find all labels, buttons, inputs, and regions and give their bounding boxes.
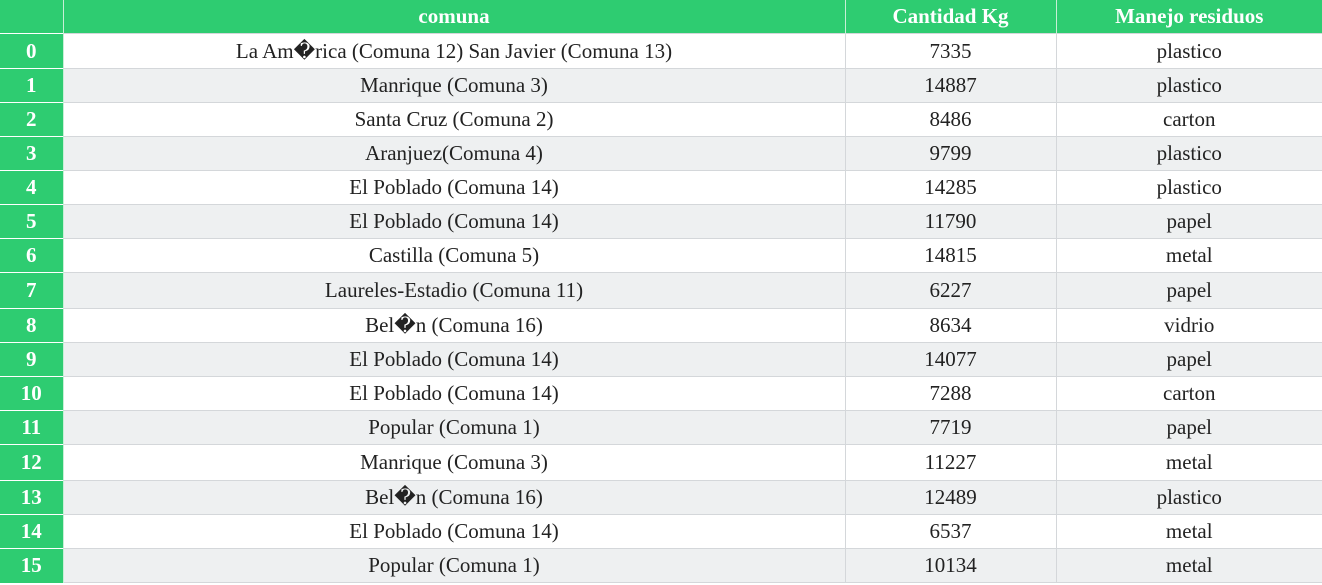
table-row: 0 La Am�rica (Comuna 12) San Javier (Com… (0, 33, 1322, 69)
cell-manejo: metal (1055, 514, 1322, 549)
table-row: 13 Bel�n (Comuna 16) 12489 plastico (0, 480, 1322, 515)
cell-comuna: Popular (Comuna 1) (62, 410, 846, 445)
table-row: 11 Popular (Comuna 1) 7719 papel (0, 410, 1322, 445)
cell-cantidad: 8486 (844, 102, 1057, 137)
cell-comuna: Castilla (Comuna 5) (62, 238, 846, 273)
cell-manejo: metal (1055, 548, 1322, 583)
row-index: 14 (0, 514, 64, 549)
row-index: 3 (0, 136, 64, 171)
cell-comuna: Manrique (Comuna 3) (62, 444, 846, 481)
cell-manejo: papel (1055, 204, 1322, 239)
cell-manejo: carton (1055, 376, 1322, 411)
cell-manejo: vidrio (1055, 308, 1322, 343)
cell-comuna: Popular (Comuna 1) (62, 548, 846, 583)
row-index: 12 (0, 444, 64, 481)
table-header: comuna Cantidad Kg Manejo residuos (0, 0, 1322, 34)
row-index: 2 (0, 102, 64, 137)
cell-manejo: papel (1055, 272, 1322, 309)
cell-manejo: plastico (1055, 170, 1322, 205)
cell-cantidad: 9799 (844, 136, 1057, 171)
cell-cantidad: 7335 (844, 33, 1057, 69)
cell-comuna: El Poblado (Comuna 14) (62, 514, 846, 549)
table-row: 2 Santa Cruz (Comuna 2) 8486 carton (0, 102, 1322, 137)
cell-manejo: plastico (1055, 480, 1322, 515)
cell-cantidad: 12489 (844, 480, 1057, 515)
table-row: 4 El Poblado (Comuna 14) 14285 plastico (0, 170, 1322, 205)
row-index: 13 (0, 480, 64, 515)
cell-manejo: papel (1055, 342, 1322, 377)
cell-comuna: Bel�n (Comuna 16) (62, 308, 846, 343)
cell-comuna: Aranjuez(Comuna 4) (62, 136, 846, 171)
cell-cantidad: 6537 (844, 514, 1057, 549)
cell-comuna: El Poblado (Comuna 14) (62, 376, 846, 411)
cell-cantidad: 11790 (844, 204, 1057, 239)
cell-comuna: El Poblado (Comuna 14) (62, 204, 846, 239)
cell-manejo: carton (1055, 102, 1322, 137)
cell-cantidad: 7288 (844, 376, 1057, 411)
cell-comuna: El Poblado (Comuna 14) (62, 342, 846, 377)
cell-cantidad: 14285 (844, 170, 1057, 205)
cell-manejo: metal (1055, 238, 1322, 273)
row-index: 7 (0, 272, 64, 309)
cell-cantidad: 6227 (844, 272, 1057, 309)
row-index: 15 (0, 548, 64, 583)
row-index: 6 (0, 238, 64, 273)
header-row: comuna Cantidad Kg Manejo residuos (0, 0, 1322, 34)
cell-cantidad: 7719 (844, 410, 1057, 445)
cell-cantidad: 14815 (844, 238, 1057, 273)
cell-comuna: Bel�n (Comuna 16) (62, 480, 846, 515)
cell-manejo: plastico (1055, 33, 1322, 69)
row-index: 0 (0, 33, 64, 69)
row-index: 11 (0, 410, 64, 445)
table-row: 14 El Poblado (Comuna 14) 6537 metal (0, 514, 1322, 549)
table-row: 6 Castilla (Comuna 5) 14815 metal (0, 238, 1322, 273)
row-index: 8 (0, 308, 64, 343)
cell-manejo: metal (1055, 444, 1322, 481)
header-comuna: comuna (63, 0, 846, 34)
row-index: 10 (0, 376, 64, 411)
cell-comuna: Laureles-Estadio (Comuna 11) (62, 272, 846, 309)
cell-comuna: Santa Cruz (Comuna 2) (62, 102, 846, 137)
row-index: 4 (0, 170, 64, 205)
cell-comuna: Manrique (Comuna 3) (62, 68, 846, 103)
table-row: 9 El Poblado (Comuna 14) 14077 papel (0, 342, 1322, 377)
cell-cantidad: 10134 (844, 548, 1057, 583)
row-index: 5 (0, 204, 64, 239)
header-index (0, 0, 64, 34)
table-row: 7 Laureles-Estadio (Comuna 11) 6227 pape… (0, 272, 1322, 309)
cell-cantidad: 11227 (844, 444, 1057, 481)
cell-cantidad: 14077 (844, 342, 1057, 377)
cell-manejo: plastico (1055, 68, 1322, 103)
row-index: 9 (0, 342, 64, 377)
table-body: 0 La Am�rica (Comuna 12) San Javier (Com… (0, 33, 1322, 583)
table-row: 8 Bel�n (Comuna 16) 8634 vidrio (0, 308, 1322, 343)
table-row: 1 Manrique (Comuna 3) 14887 plastico (0, 68, 1322, 103)
table-row: 15 Popular (Comuna 1) 10134 metal (0, 548, 1322, 583)
row-index: 1 (0, 68, 64, 103)
header-manejo-residuos: Manejo residuos (1056, 0, 1322, 34)
cell-cantidad: 14887 (844, 68, 1057, 103)
table-row: 5 El Poblado (Comuna 14) 11790 papel (0, 204, 1322, 239)
table-row: 3 Aranjuez(Comuna 4) 9799 plastico (0, 136, 1322, 171)
cell-manejo: plastico (1055, 136, 1322, 171)
header-cantidad-kg: Cantidad Kg (845, 0, 1057, 34)
cell-cantidad: 8634 (844, 308, 1057, 343)
cell-comuna: El Poblado (Comuna 14) (62, 170, 846, 205)
cell-comuna: La Am�rica (Comuna 12) San Javier (Comun… (62, 33, 846, 69)
table-row: 12 Manrique (Comuna 3) 11227 metal (0, 444, 1322, 481)
cell-manejo: papel (1055, 410, 1322, 445)
table-row: 10 El Poblado (Comuna 14) 7288 carton (0, 376, 1322, 411)
